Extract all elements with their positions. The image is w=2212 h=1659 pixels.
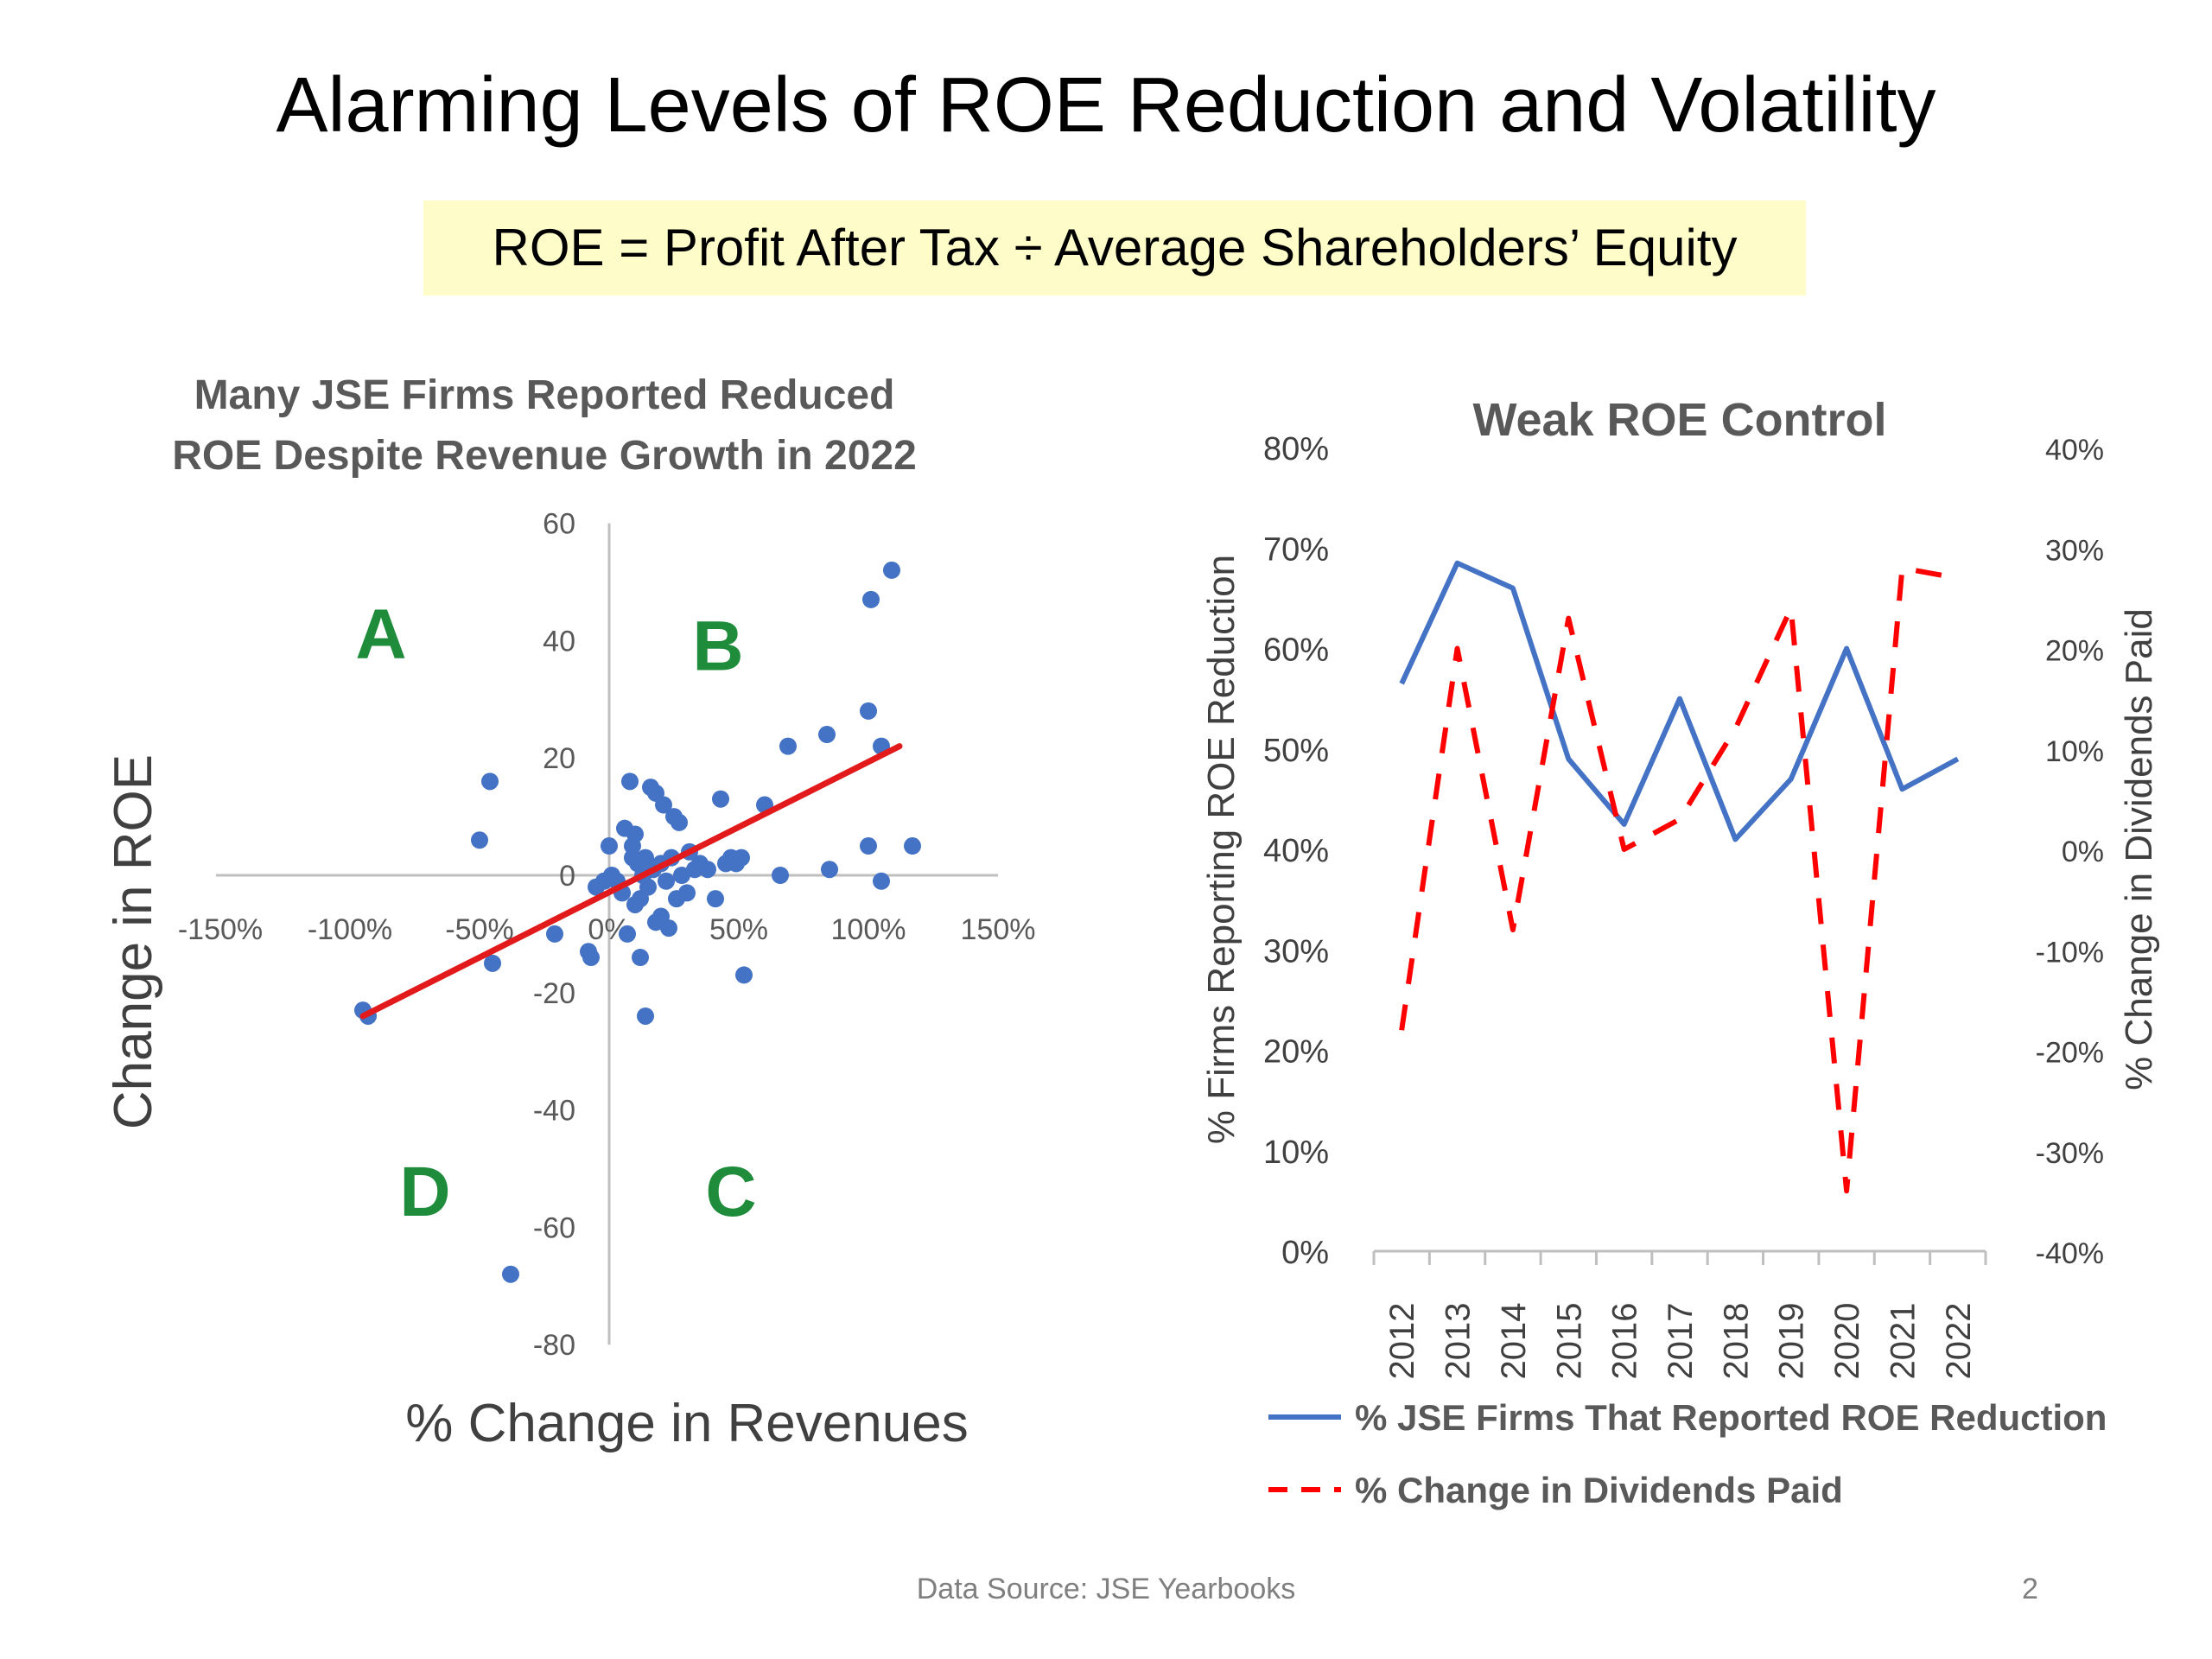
scatter-point: [733, 849, 750, 867]
page-number: 2: [2022, 1573, 2038, 1605]
data-source-note: Data Source: JSE Yearbooks: [916, 1573, 1296, 1605]
scatter-point: [624, 849, 641, 867]
scatter-y-tick-label: 20: [543, 742, 575, 775]
scatter-point: [471, 831, 488, 849]
quadrant-label: C: [705, 1153, 756, 1231]
scatter-point: [484, 954, 501, 972]
scatter-point: [658, 872, 675, 890]
quadrant-labels: A B C D: [355, 595, 756, 1231]
scatter-y-axis-label: Change in ROE: [104, 754, 163, 1129]
scatter-point: [712, 790, 729, 808]
scatter-title-line: ROE Despite Revenue Growth in 2022: [172, 433, 917, 479]
scatter-point: [699, 861, 716, 879]
quadrant-label: B: [692, 607, 743, 685]
scatter-point: [481, 772, 499, 791]
scatter-y-tick-label: -20: [533, 977, 575, 1010]
scatter-x-tick-label: 50%: [709, 913, 768, 946]
formula-box: ROE = Profit After Tax ÷ Average Shareho…: [423, 200, 1806, 296]
scatter-y-tick-label: 40: [543, 625, 575, 658]
scatter-x-tick-label: -50%: [445, 913, 513, 946]
scatter-point: [883, 561, 900, 579]
scatter-y-tick-label: 60: [543, 508, 575, 541]
quadrant-label: D: [399, 1153, 450, 1231]
quadrant-label: A: [355, 595, 406, 674]
scatter-trendline: [359, 743, 903, 1020]
scatter-title-line: Many JSE Firms Reported Reduced: [194, 372, 895, 418]
scatter-point: [904, 837, 921, 855]
scatter-y-tick-label: -60: [533, 1211, 575, 1244]
scatter-point: [862, 590, 880, 608]
scatter-point: [655, 796, 672, 814]
scatter-point: [639, 878, 657, 896]
scatter-point: [873, 872, 890, 890]
scatter-chart-title: Many JSE Firms Reported Reduced ROE Despi…: [172, 372, 917, 479]
scatter-point: [860, 837, 877, 855]
scatter-point: [735, 966, 753, 984]
scatter-y-tick-label: 0: [559, 860, 575, 893]
scatter-point: [637, 1007, 654, 1025]
scatter-point: [678, 884, 696, 902]
scatter-point: [546, 925, 563, 943]
scatter-point: [502, 1265, 519, 1283]
scatter-point: [707, 890, 724, 908]
scatter-point: [621, 772, 639, 791]
slide-title: Alarming Levels of ROE Reduction and Vol…: [276, 62, 1936, 149]
scatter-point: [626, 825, 644, 843]
scatter-point: [860, 702, 877, 720]
scatter-x-tick-label: 150%: [961, 913, 1036, 946]
scatter-point: [818, 726, 836, 744]
scatter-point: [632, 949, 649, 967]
scatter-x-tick-label: -100%: [308, 913, 392, 946]
scatter-y-tick-label: -40: [533, 1095, 575, 1128]
scatter-point: [671, 813, 688, 831]
scatter-x-axis-label: % Change in Revenues: [405, 1394, 968, 1453]
scatter-axis-labels: % Change in Revenues Change in ROE: [104, 754, 969, 1453]
scatter-y-tick-label: -80: [533, 1329, 575, 1362]
scatter-x-tick-label: -150%: [178, 913, 263, 946]
scatter-point: [821, 861, 838, 879]
scatter-point: [619, 925, 636, 943]
scatter-point: [601, 837, 618, 855]
scatter-point: [779, 737, 797, 755]
scatter-point: [673, 867, 690, 884]
scatter-x-tick-label: 100%: [831, 913, 906, 946]
scatter-point: [582, 949, 600, 967]
scatter-trendline-group: [359, 743, 903, 1020]
scatter-tick-labels: -150% -100% -50% 0% 50% 100% 150%6040200-20-40…: [178, 508, 1036, 1363]
scatter-point: [772, 867, 789, 884]
scatter-point: [652, 907, 670, 925]
